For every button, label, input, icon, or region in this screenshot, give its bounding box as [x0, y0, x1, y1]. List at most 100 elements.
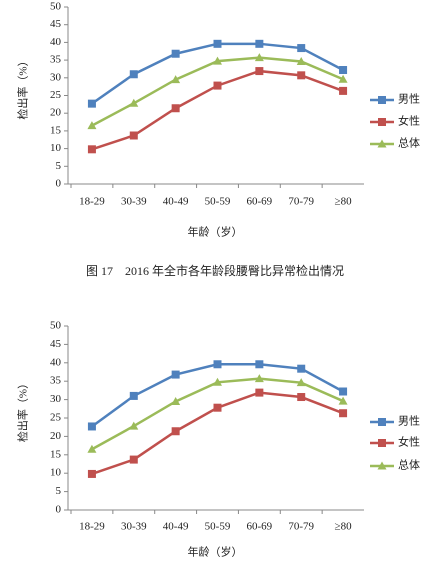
marker [129, 421, 139, 430]
y-tick-label: 50 [50, 1, 62, 13]
legend-marker [378, 439, 386, 447]
x-tick-label: 50-59 [205, 196, 231, 208]
marker [171, 75, 181, 84]
legend-label: 女性 [398, 435, 420, 449]
y-tick-label: 25 [50, 412, 62, 424]
legend-label: 男性 [398, 414, 420, 428]
marker [339, 387, 348, 396]
marker [213, 360, 222, 369]
x-axis-label: 年龄（岁） [188, 545, 243, 559]
marker [213, 39, 222, 48]
marker [129, 98, 139, 107]
y-tick-label: 30 [50, 393, 62, 405]
marker [129, 391, 138, 400]
caption: 图 17 2016 年全市各年龄段腰臀比异常检出情况 [86, 263, 344, 278]
marker [129, 455, 138, 464]
x-tick-label: 60-69 [247, 521, 273, 533]
marker [255, 360, 264, 369]
marker [297, 44, 306, 53]
legend-marker [378, 118, 386, 126]
y-tick-label: 30 [50, 71, 62, 83]
x-tick-label: 60-69 [247, 196, 273, 208]
legend-marker [378, 418, 386, 426]
x-tick-label: ≥80 [335, 521, 353, 533]
x-tick-label: 30-39 [121, 196, 147, 208]
marker [87, 469, 96, 478]
marker [254, 53, 264, 62]
marker [87, 145, 96, 154]
marker [297, 71, 306, 80]
x-tick-label: 18-29 [79, 521, 105, 533]
marker [129, 131, 138, 140]
series-line [91, 363, 344, 428]
marker [338, 396, 348, 405]
series-line [91, 42, 344, 105]
marker [213, 81, 222, 90]
legend-label: 男性 [398, 92, 420, 106]
x-tick-label: 30-39 [121, 521, 147, 533]
y-tick-label: 5 [56, 485, 62, 497]
legend-marker [377, 139, 387, 148]
y-tick-label: 45 [50, 338, 62, 350]
y-tick-label: 0 [56, 504, 62, 516]
marker [213, 403, 222, 412]
y-axis-label: 检出率（%） [16, 378, 30, 442]
marker [297, 393, 306, 402]
marker [87, 121, 97, 130]
x-tick-label: 50-59 [205, 521, 231, 533]
marker [296, 378, 306, 387]
marker [339, 66, 348, 75]
y-tick-label: 10 [50, 467, 62, 479]
legend-label: 总体 [398, 458, 420, 472]
marker [297, 364, 306, 373]
y-tick-label: 15 [50, 448, 62, 460]
y-tick-label: 35 [50, 375, 62, 387]
x-tick-label: ≥80 [335, 196, 353, 208]
x-tick-label: 18-29 [79, 196, 105, 208]
marker [87, 444, 97, 453]
marker [296, 57, 306, 66]
marker [339, 409, 348, 418]
marker [213, 56, 222, 65]
x-axis-label: 年龄（岁） [188, 225, 243, 239]
y-tick-label: 25 [50, 89, 62, 101]
marker [254, 374, 264, 383]
series-line [91, 56, 344, 127]
marker [255, 67, 264, 76]
marker [255, 39, 264, 48]
y-tick-label: 40 [50, 36, 62, 48]
marker [171, 370, 180, 379]
marker [129, 70, 138, 79]
y-tick-label: 35 [50, 54, 62, 66]
y-tick-label: 15 [50, 124, 62, 136]
marker [171, 49, 180, 58]
legend-label: 女性 [398, 114, 420, 128]
y-axis-label: 检出率（%） [16, 55, 30, 119]
x-tick-label: 70-79 [288, 521, 314, 533]
marker [87, 422, 96, 431]
series-line [91, 377, 344, 451]
y-tick-label: 50 [50, 320, 62, 332]
y-tick-label: 20 [50, 107, 62, 119]
marker [87, 99, 96, 108]
y-tick-label: 10 [50, 142, 62, 154]
x-tick-label: 40-49 [163, 196, 189, 208]
y-tick-label: 40 [50, 356, 62, 368]
marker [255, 388, 264, 397]
marker [171, 396, 181, 405]
x-tick-label: 70-79 [288, 196, 314, 208]
y-tick-label: 45 [50, 18, 62, 30]
marker [171, 104, 180, 113]
x-tick-label: 40-49 [163, 521, 189, 533]
legend-marker [378, 96, 386, 104]
y-tick-label: 20 [50, 430, 62, 442]
legend-label: 总体 [398, 136, 420, 150]
marker [213, 377, 222, 386]
marker [338, 74, 348, 83]
marker [171, 427, 180, 436]
y-tick-label: 0 [56, 178, 62, 190]
legend-marker [377, 461, 387, 470]
marker [339, 86, 348, 95]
y-tick-label: 5 [56, 160, 62, 172]
